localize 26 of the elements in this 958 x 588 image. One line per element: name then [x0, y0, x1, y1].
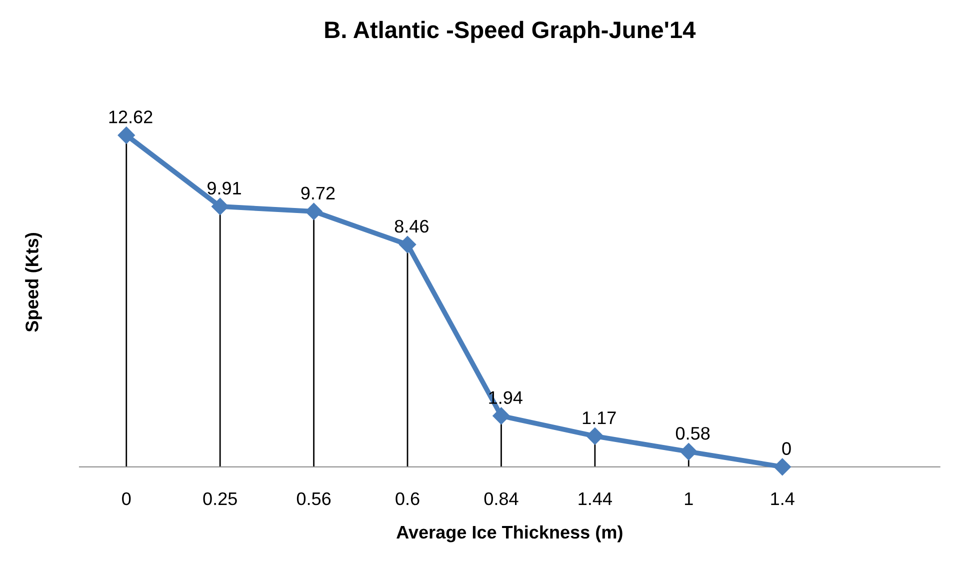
data-label: 12.62: [109, 110, 152, 124]
data-label: 9.91: [208, 182, 241, 195]
x-tick-label: 0.6: [396, 492, 420, 506]
x-tick-label: 1: [685, 492, 693, 505]
data-label: 1.17: [582, 412, 616, 424]
point: [586, 428, 604, 445]
point: [492, 407, 510, 424]
point: [118, 126, 135, 144]
chart-title: B. Atlantic -Speed Graph-June'14: [325, 20, 696, 43]
point: [398, 236, 416, 254]
point: [680, 443, 698, 460]
point: [212, 198, 229, 216]
data-label: 9.72: [301, 186, 335, 200]
data-label: 8.46: [394, 220, 428, 233]
x-tick-label: 1.44: [578, 492, 612, 505]
data-label: 0: [782, 442, 791, 455]
data-label: 0.58: [676, 426, 710, 440]
x-axis-title: Average Ice Thickness (m): [396, 525, 622, 542]
x-tick-label: 0.84: [484, 492, 518, 506]
x-tick-label: 1.4: [771, 492, 794, 505]
x-tick-label: 0.25: [203, 492, 237, 506]
point: [774, 458, 791, 476]
point: [305, 202, 322, 220]
x-tick-label: 0: [122, 492, 131, 506]
x-tick-label: 0.56: [296, 492, 331, 506]
y-axis-title: Speed (Kts): [25, 232, 42, 332]
